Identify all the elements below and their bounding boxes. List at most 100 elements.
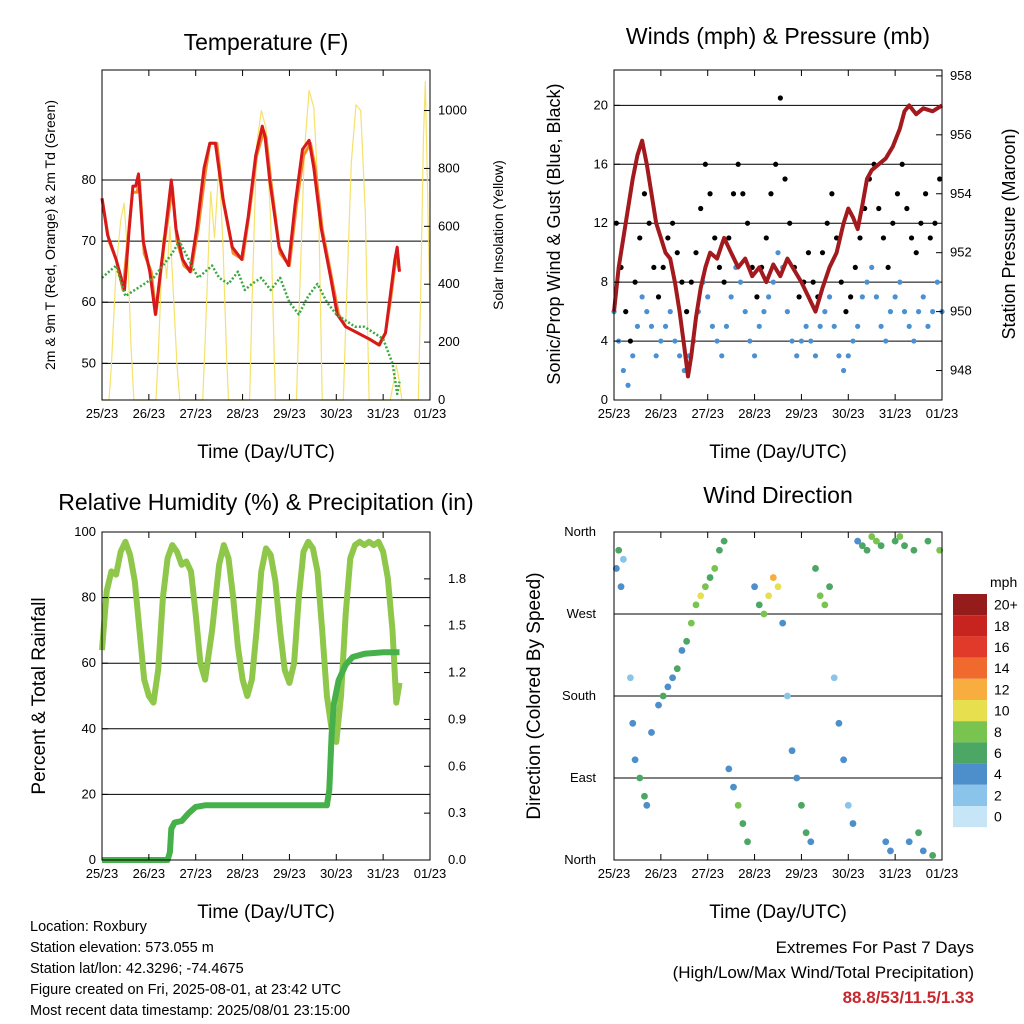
x-tick-label: 31/23	[367, 406, 400, 421]
gust-point	[918, 220, 924, 226]
y-tick-label-right: 956	[950, 127, 972, 142]
direction-point	[854, 537, 862, 545]
gust-point	[885, 264, 891, 271]
station-elevation: Station elevation: 573.055 m	[30, 940, 214, 956]
extremes-values: 88.8/53/11.5/1.33	[842, 988, 974, 1007]
colorbar-swatch	[953, 742, 987, 764]
gust-point	[908, 235, 915, 241]
temperature-series-3	[101, 239, 401, 396]
humidity-ylabel-left: Percent & Total Rainfall	[29, 597, 50, 794]
winds-plot-area: 25/23 26/23 27/23 28/23 29/23 30/23 31/23 01/23…	[594, 68, 972, 421]
gust-point	[773, 161, 779, 167]
direction-point	[706, 574, 714, 581]
gust-point	[890, 220, 896, 226]
direction-point	[627, 674, 634, 682]
y-tick-label-right: 948	[950, 363, 972, 378]
x-tick-label: 28/23	[738, 406, 771, 421]
wind-point	[728, 294, 734, 300]
x-tick-label: 01/23	[414, 866, 447, 881]
direction-point	[929, 852, 937, 859]
direction-point	[678, 647, 686, 654]
x-tick-label: 26/23	[133, 866, 166, 881]
gust-point	[674, 250, 680, 256]
wind-point	[677, 353, 683, 359]
direction-point	[687, 619, 695, 627]
gust-point	[632, 279, 638, 285]
wind-point	[648, 323, 655, 329]
direction-point	[910, 546, 918, 554]
y-tick-label: 80	[82, 590, 96, 605]
wind-point	[855, 323, 861, 329]
y-tick-label-right: 1.8	[448, 571, 466, 586]
colorbar-swatch	[953, 636, 987, 658]
y-tick-label: 4	[601, 333, 608, 348]
humidity-title: Relative Humidity (%) & Precipitation (i…	[58, 489, 473, 515]
gust-point	[730, 191, 737, 197]
temperature-series-0	[102, 81, 431, 401]
y-tick-label: 0	[89, 852, 96, 867]
direction-point	[816, 592, 824, 600]
x-tick-label: 27/23	[691, 406, 724, 421]
wind-point	[625, 382, 631, 388]
x-tick-label: 28/23	[226, 866, 259, 881]
y-tick-label-right: 950	[950, 304, 972, 319]
direction-point	[636, 774, 644, 782]
direction-point	[858, 542, 866, 550]
colorbar-swatch	[953, 784, 987, 806]
y-tick-label: East	[570, 770, 596, 785]
extremes-title: Extremes For Past 7 Days	[775, 938, 974, 957]
wind-point	[883, 338, 889, 344]
wind-point	[869, 264, 875, 271]
direction-point	[812, 565, 819, 572]
gust-point	[899, 161, 905, 167]
wind-point	[798, 338, 805, 344]
humidity-series-1	[102, 649, 400, 863]
direction-point	[612, 565, 620, 572]
temperature-plot-area: 25/23 26/23 27/23 28/23 29/23 30/23 31/23 01/23…	[82, 69, 467, 421]
colorbar-label: 20+	[994, 597, 1018, 613]
direction-point	[720, 537, 728, 545]
direction-point	[826, 583, 833, 591]
wind-point	[915, 309, 922, 315]
figure-created: Figure created on Fri, 2025-08-01, at 23…	[30, 982, 342, 998]
x-tick-label: 25/23	[598, 866, 631, 881]
y-tick-label: 100	[74, 524, 96, 539]
direction-point	[901, 542, 908, 550]
gust-point	[688, 279, 694, 285]
direction-point	[840, 756, 847, 764]
direction-point	[896, 533, 904, 540]
direction-point	[887, 847, 894, 855]
gust-point	[782, 176, 788, 182]
direction-point	[905, 838, 913, 846]
gust-point	[932, 220, 938, 226]
colorbar-swatch	[953, 700, 987, 722]
y-tick-label: 40	[82, 721, 96, 736]
x-tick-label: 29/23	[785, 866, 818, 881]
wind-point	[630, 353, 636, 359]
winds-ylabel-right: Station Pressure (Maroon)	[999, 128, 1019, 339]
direction-point	[765, 592, 773, 600]
wind-point	[770, 279, 776, 285]
direction-point	[882, 838, 890, 846]
wind-point	[742, 309, 748, 315]
colorbar-swatch	[953, 594, 987, 616]
wind-point	[747, 338, 753, 344]
extremes-subtitle: (High/Low/Max Wind/Total Precipitation)	[672, 963, 974, 982]
x-tick-label: 30/23	[320, 406, 353, 421]
x-tick-label: 29/23	[273, 406, 306, 421]
wind-point	[672, 338, 678, 344]
gust-point	[735, 161, 741, 167]
colorbar-label: 16	[994, 639, 1010, 655]
colorbar-label: 8	[994, 724, 1002, 740]
wind-point	[784, 309, 790, 315]
y-tick-label-right: 800	[438, 160, 460, 175]
gust-point	[641, 191, 648, 197]
y-tick-label-right: 1000	[438, 103, 467, 118]
gust-point	[787, 220, 793, 226]
colorbar-swatch	[953, 721, 987, 743]
station-location: Location: Roxbury	[30, 919, 147, 935]
direction-point	[751, 583, 758, 591]
humidity-panel: Relative Humidity (%) & Precipitation (i…	[29, 489, 474, 923]
direction-ylabel-left: Direction (Colored By Speed)	[524, 572, 545, 819]
direction-point	[755, 601, 763, 609]
